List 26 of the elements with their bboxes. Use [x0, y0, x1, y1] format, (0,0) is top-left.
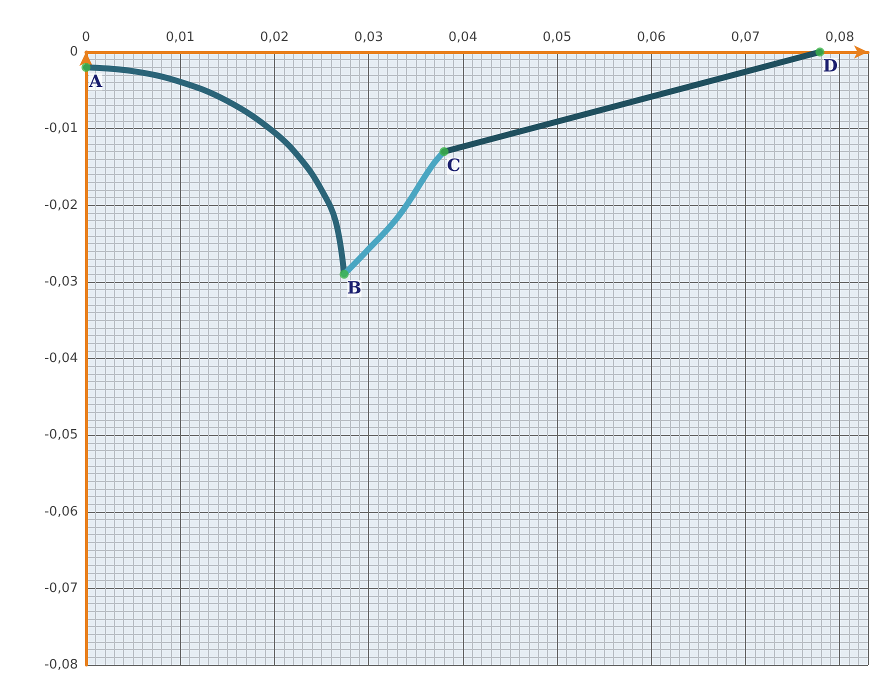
y-tick-label: -0,04: [44, 351, 78, 366]
annotation: B: [347, 278, 362, 299]
x-tick-label: 0,02: [260, 30, 289, 45]
x-tick-label: 0,06: [636, 30, 666, 45]
annotation: A: [88, 72, 103, 92]
annotation: D: [822, 56, 838, 76]
y-tick-label: -0,06: [44, 504, 78, 520]
y-tick-label: -0,07: [44, 580, 78, 596]
x-tick-label: 0,01: [166, 30, 195, 45]
y-tick-label: -0,08: [44, 658, 78, 672]
x-tick-label: 0,08: [825, 30, 854, 45]
y-tick-label: -0,01: [44, 121, 78, 136]
x-tick-label: 0,07: [731, 30, 760, 45]
point: [340, 270, 349, 279]
y-tick-label: 0: [70, 44, 78, 60]
y-tick-label: -0,03: [44, 274, 78, 290]
x-tick-label: 0,04: [448, 30, 478, 45]
point: [815, 48, 824, 56]
y-tick-label: -0,02: [44, 198, 78, 213]
x-tick-label: 0,03: [354, 30, 384, 45]
point: [82, 62, 90, 72]
x-tick-label: 0: [82, 30, 90, 45]
point: [440, 147, 449, 156]
annotation: C: [447, 156, 461, 176]
y-tick-label: -0,05: [44, 428, 78, 443]
x-tick-label: 0,05: [542, 30, 572, 45]
